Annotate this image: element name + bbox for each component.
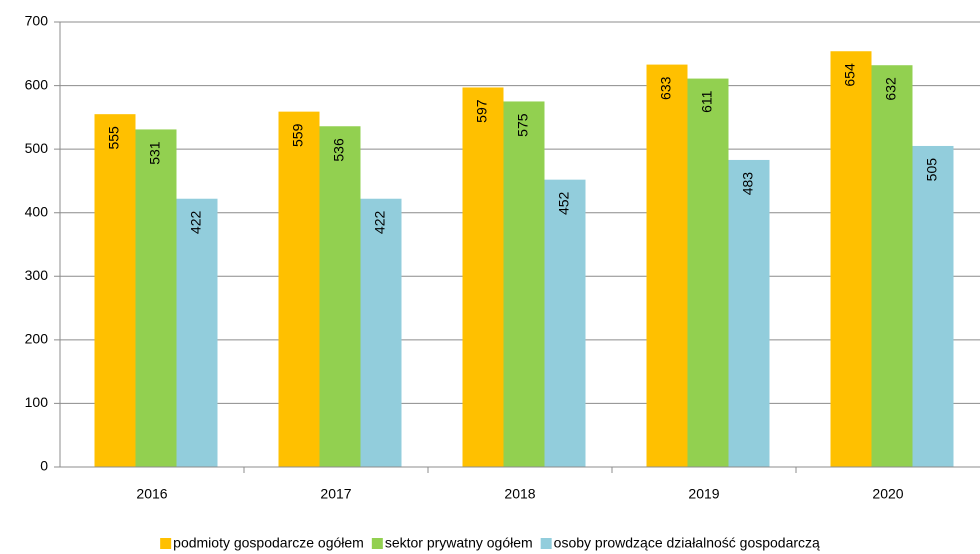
bar — [462, 87, 504, 467]
y-tick-label: 600 — [25, 76, 49, 92]
bar — [871, 65, 913, 467]
legend-swatch — [160, 538, 172, 549]
bar — [135, 129, 177, 467]
y-tick-label: 200 — [25, 331, 49, 347]
data-label: 505 — [924, 158, 940, 182]
data-label: 633 — [658, 76, 674, 100]
y-tick-label: 700 — [25, 13, 49, 29]
data-label: 536 — [331, 138, 347, 162]
data-label: 559 — [290, 123, 306, 147]
y-tick-label: 0 — [40, 458, 48, 474]
bar — [94, 114, 136, 467]
data-label: 422 — [372, 211, 388, 235]
bar — [503, 101, 545, 467]
bar — [278, 111, 320, 467]
legend: podmioty gospodarcze ogółem sektor prywat… — [160, 535, 820, 551]
bar — [687, 78, 729, 467]
bar — [728, 159, 770, 467]
x-tick-label: 2016 — [136, 486, 167, 502]
bar — [544, 179, 586, 467]
y-tick-label: 500 — [25, 140, 49, 156]
x-tick-label: 2017 — [320, 486, 351, 502]
y-tick-label: 400 — [25, 203, 49, 219]
y-tick-label: 100 — [25, 394, 49, 410]
data-label: 483 — [740, 172, 756, 196]
legend-label: podmioty gospodarcze ogółem — [173, 535, 364, 551]
data-label: 555 — [106, 126, 122, 150]
legend-label: osoby prowdzące działalność gospodarczą — [554, 535, 820, 551]
legend-swatch — [371, 538, 383, 549]
data-label: 597 — [474, 99, 490, 123]
data-label: 452 — [556, 191, 572, 215]
bar — [319, 126, 361, 467]
data-label: 654 — [842, 63, 858, 87]
data-label: 422 — [188, 211, 204, 235]
bar — [912, 145, 954, 467]
bar — [830, 51, 872, 467]
legend-label: sektor prywatny ogółem — [385, 535, 533, 551]
y-tick-label: 300 — [25, 267, 49, 283]
data-label: 531 — [147, 141, 163, 165]
x-tick-label: 2019 — [688, 486, 719, 502]
bar — [360, 198, 402, 467]
x-tick-label: 2020 — [872, 486, 903, 502]
data-label: 632 — [883, 77, 899, 101]
data-label: 575 — [515, 113, 531, 137]
legend-swatch — [540, 538, 552, 549]
data-label: 611 — [699, 90, 715, 113]
bar — [176, 198, 218, 467]
x-tick-label: 2018 — [504, 486, 535, 502]
bar — [646, 64, 688, 467]
